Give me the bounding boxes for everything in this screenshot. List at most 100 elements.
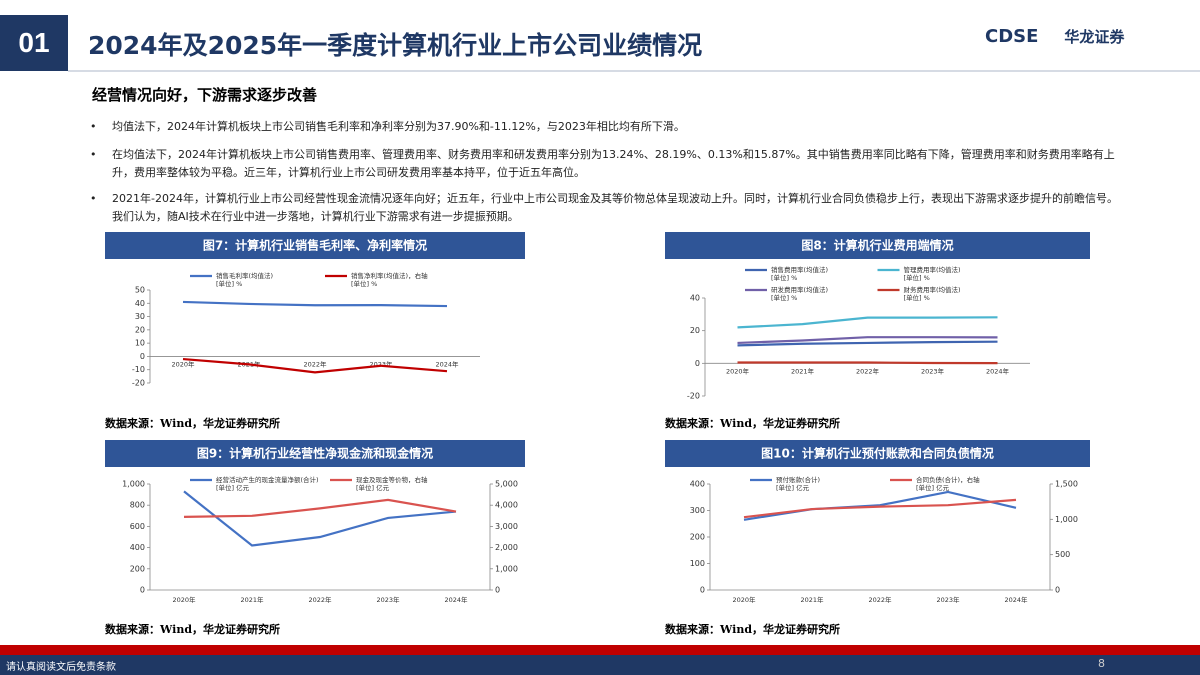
x-tick-label: 2023年 xyxy=(936,595,960,604)
x-tick-label: 2020年 xyxy=(171,359,195,368)
legend-label: 合同负债(合计)，右轴 xyxy=(916,475,980,484)
y-tick-label: -20 xyxy=(687,392,700,401)
y2-tick-label: 1,500 xyxy=(1055,480,1078,489)
subtitle: 经营情况向好，下游需求逐步改善 xyxy=(92,86,318,104)
figure-title: 图9：计算机行业经营性净现金流和现金情况 xyxy=(197,446,433,461)
logo: CDSE 华龙证券 xyxy=(985,26,1124,47)
y2-tick-label: 500 xyxy=(1055,550,1070,559)
x-tick-label: 2020年 xyxy=(726,366,750,375)
y-tick-label: 800 xyxy=(130,501,145,510)
x-tick-label: 2023年 xyxy=(921,366,945,375)
disclaimer: 请认真阅读文后免责条款 xyxy=(6,662,116,673)
y2-tick-label: 0 xyxy=(1055,586,1060,595)
x-tick-label: 2021年 xyxy=(800,595,824,604)
legend-unit: [单位] % xyxy=(904,293,930,302)
figure-source: 数据来源：Wind，华龙证券研究所 xyxy=(665,416,840,430)
series-line xyxy=(737,361,998,365)
x-tick-label: 2022年 xyxy=(868,595,892,604)
y2-tick-label: 5,000 xyxy=(495,480,518,489)
series-line xyxy=(183,498,457,518)
figure-source: 数据来源：Wind，华龙证券研究所 xyxy=(665,622,840,636)
series-line xyxy=(183,490,457,547)
legend-label: 现金及现金等价物，右轴 xyxy=(356,475,428,484)
y-tick-label: 50 xyxy=(135,286,145,295)
legend-label: 研发费用率(均值法) xyxy=(771,285,828,294)
y-tick-label: 0 xyxy=(140,352,145,361)
x-tick-label: 2020年 xyxy=(172,595,196,604)
y-tick-label: 400 xyxy=(130,543,145,552)
y-tick-label: 300 xyxy=(690,506,705,515)
figure-title: 图7：计算机行业销售毛利率、净利率情况 xyxy=(203,238,427,253)
y-tick-label: 0 xyxy=(700,586,705,595)
figure-source: 数据来源：Wind，华龙证券研究所 xyxy=(105,416,280,430)
legend-label: 财务费用率(均值法) xyxy=(904,285,961,294)
legend-label: 预付账款(合计) xyxy=(776,475,820,484)
series-line xyxy=(182,300,448,308)
y-tick-label: -20 xyxy=(132,379,145,388)
y2-tick-label: 4,000 xyxy=(495,501,518,510)
legend-unit: [单位] 亿元 xyxy=(916,483,950,492)
y-tick-label: 1,000 xyxy=(122,480,145,489)
legend-label: 销售费用率(均值法) xyxy=(771,265,828,274)
legend-label: 销售净利率(均值法)，右轴 xyxy=(351,271,428,280)
footer-band xyxy=(0,655,1200,675)
series-line xyxy=(737,340,998,347)
x-tick-label: 2022年 xyxy=(856,366,880,375)
figure-title: 图10：计算机行业预付账款和合同负债情况 xyxy=(761,446,994,461)
bullet: 2021年-2024年，计算机行业上市公司经营性现金流情况逐年向好；近五年，行业… xyxy=(90,190,1124,226)
legend-label: 销售毛利率(均值法) xyxy=(216,271,273,280)
x-tick-label: 2024年 xyxy=(444,595,468,604)
legend-unit: [单位] % xyxy=(904,273,930,282)
legend-unit: [单位] 亿元 xyxy=(216,483,250,492)
figure-title: 图8：计算机行业费用端情况 xyxy=(801,238,953,253)
y2-tick-label: 1,000 xyxy=(1055,515,1078,524)
y2-tick-label: 0 xyxy=(495,586,500,595)
legend-label: 经营活动产生的现金流量净额(合计) xyxy=(216,475,319,484)
y-tick-label: 20 xyxy=(135,325,145,334)
x-tick-label: 2022年 xyxy=(303,359,327,368)
series-line xyxy=(182,357,448,374)
y-tick-label: 200 xyxy=(130,564,145,573)
logo-cn: 华龙证券 xyxy=(1064,28,1125,46)
figure-title-bar xyxy=(665,440,1090,467)
y-tick-label: 400 xyxy=(690,480,705,489)
legend-unit: [单位] % xyxy=(771,273,797,282)
y-tick-label: 20 xyxy=(690,326,700,335)
figure-source: 数据来源：Wind，华龙证券研究所 xyxy=(105,622,280,636)
x-tick-label: 2024年 xyxy=(1004,595,1028,604)
y-tick-label: 10 xyxy=(135,339,145,348)
y2-tick-label: 2,000 xyxy=(495,543,518,552)
y-tick-label: 40 xyxy=(135,299,145,308)
header-rule xyxy=(68,70,1200,72)
y-tick-label: -10 xyxy=(132,365,145,374)
x-tick-label: 2023年 xyxy=(369,359,393,368)
legend-unit: [单位] % xyxy=(216,279,242,288)
footer-band xyxy=(0,645,1200,655)
legend-label: 管理费用率(均值法) xyxy=(904,265,961,274)
y-tick-label: 30 xyxy=(135,312,145,321)
x-tick-label: 2021年 xyxy=(791,366,815,375)
legend-unit: [单位] % xyxy=(771,293,797,302)
x-tick-label: 2021年 xyxy=(240,595,264,604)
y2-tick-label: 1,000 xyxy=(495,564,518,573)
slide-title: 2024年及2025年一季度计算机行业上市公司业绩情况 xyxy=(88,31,703,60)
x-tick-label: 2024年 xyxy=(986,366,1010,375)
logo-en: CDSE xyxy=(985,26,1039,47)
legend-unit: [单位] % xyxy=(351,279,377,288)
legend-unit: [单位] 亿元 xyxy=(776,483,810,492)
series-line xyxy=(737,316,998,329)
page-number: 8 xyxy=(1098,657,1105,670)
series-line xyxy=(737,336,998,345)
series-line xyxy=(743,498,1017,519)
figure-title-bar xyxy=(105,440,525,467)
y-tick-label: 0 xyxy=(140,586,145,595)
y-tick-label: 0 xyxy=(695,359,700,368)
bullet: 均值法下，2024年计算机板块上市公司销售毛利率和净利率分别为37.90%和-1… xyxy=(90,118,1124,136)
legend-unit: [单位] 亿元 xyxy=(356,483,390,492)
x-tick-label: 2024年 xyxy=(435,359,459,368)
y-tick-label: 200 xyxy=(690,533,705,542)
figure-title-bar xyxy=(105,232,525,259)
x-tick-label: 2020年 xyxy=(732,595,756,604)
